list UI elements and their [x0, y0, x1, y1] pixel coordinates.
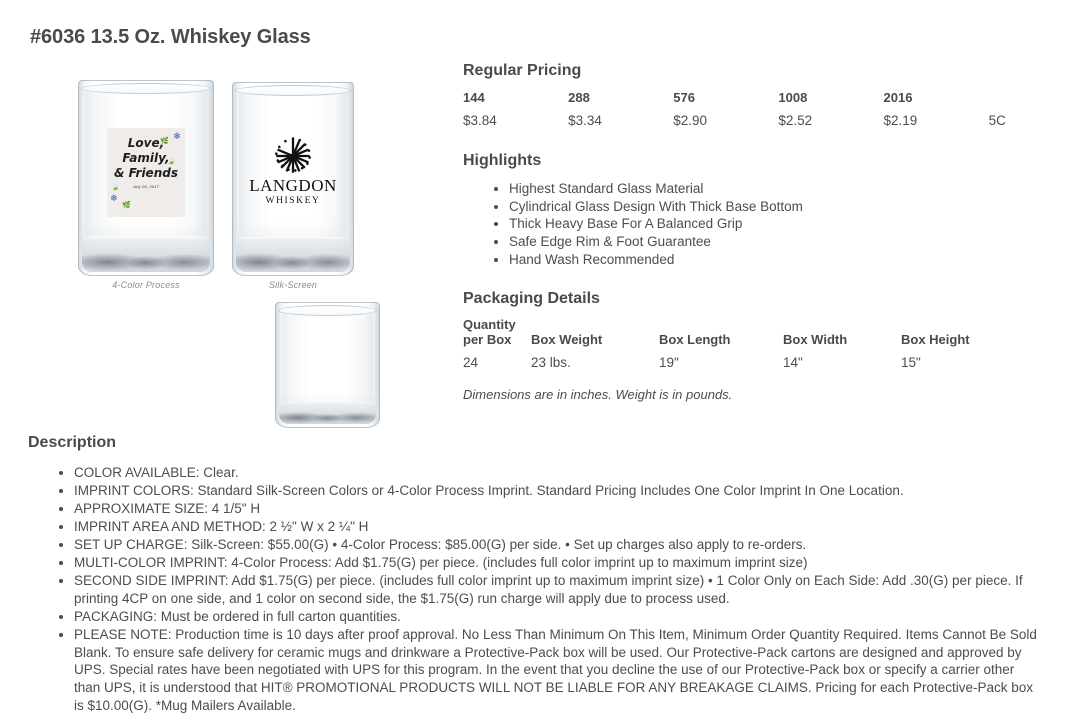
- pricing-qty-2016: 2016: [883, 90, 913, 105]
- pricing-price-1008: $2.52: [778, 113, 813, 128]
- pricing-price-288: $3.34: [568, 113, 602, 128]
- pricing-qty-576: 576: [673, 90, 695, 105]
- imprint-line-1: Love,: [127, 135, 165, 150]
- brand-name: LANGDON: [249, 175, 337, 195]
- image-caption: 4-Color Process: [112, 280, 180, 290]
- imprint-artwork-4c: ❄ 🌿 🍃 ❄ 🌿 🍃 Love, Family, & Friends July…: [107, 127, 185, 217]
- pricing-price-2016: $2.19: [883, 113, 918, 128]
- pricing-price-row: $3.84 $3.34 $2.90 $2.52 $2.19 5C: [463, 113, 1053, 128]
- whiskey-glass-graphic: LANGDON WHISKEY: [232, 82, 354, 276]
- product-image-4-color-process[interactable]: ❄ 🌿 🍃 ❄ 🌿 🍃 Love, Family, & Friends July…: [78, 80, 214, 290]
- image-caption: Silk-Screen: [268, 280, 318, 290]
- packaging-col-box-weight: Box Weight: [531, 332, 603, 348]
- pricing-qty-288: 288: [568, 90, 590, 105]
- packaging-note: Dimensions are in inches. Weight is in p…: [463, 387, 733, 403]
- list-item: MULTI-COLOR IMPRINT: 4-Color Process: Ad…: [74, 554, 1038, 572]
- glass-highlight: [282, 313, 373, 403]
- flower-icon: ❄: [173, 130, 181, 141]
- table-row: 24 23 lbs. 19" 14" 15": [463, 355, 1053, 370]
- list-item: APPROXIMATE SIZE: 4 1/5" H: [74, 500, 1038, 518]
- pricing-price-576: $2.90: [673, 113, 708, 128]
- sunburst-medallion-icon: [274, 136, 312, 173]
- flower-icon: ❄: [110, 192, 118, 203]
- product-image-silk-screen[interactable]: LANGDON WHISKEY Silk-Screen: [232, 82, 354, 292]
- product-image-blank[interactable]: [275, 302, 380, 432]
- pricing-code-header: [989, 90, 1053, 113]
- pricing-heading: Regular Pricing: [463, 62, 582, 79]
- imprint-date: July 20, 2017: [132, 183, 160, 189]
- list-item: Safe Edge Rim & Foot Guarantee: [509, 233, 1053, 251]
- packaging-col-quantity-per-box: Quantity per Box: [463, 317, 531, 355]
- brand-subtitle: WHISKEY: [265, 195, 321, 206]
- packaging-col-quantity-line2: per Box: [463, 332, 512, 348]
- list-item: Hand Wash Recommended: [509, 251, 1053, 269]
- highlights-heading: Highlights: [463, 152, 542, 169]
- whiskey-glass-graphic: [275, 302, 380, 428]
- pricing-price-144: $3.84: [463, 113, 497, 128]
- packaging-col-box-width: Box Width: [783, 332, 848, 348]
- description-list: COLOR AVAILABLE: Clear. IMPRINT COLORS: …: [28, 464, 1038, 715]
- list-item: IMPRINT AREA AND METHOD: 2 ½" W x 2 ¼" H: [74, 518, 1038, 536]
- product-image-gallery: ❄ 🌿 🍃 ❄ 🌿 🍃 Love, Family, & Friends July…: [20, 68, 450, 438]
- packaging-value-quantity-per-box: 24: [463, 355, 479, 371]
- imprint-line-2: Family,: [122, 150, 170, 165]
- list-item: COLOR AVAILABLE: Clear.: [74, 464, 1038, 482]
- packaging-value-box-length: 19": [659, 355, 679, 371]
- list-item: Cylindrical Glass Design With Thick Base…: [509, 198, 1053, 216]
- leaf-icon: 🍃: [167, 157, 176, 165]
- leaf-icon: 🌿: [160, 137, 169, 145]
- description-section: Description COLOR AVAILABLE: Clear. IMPR…: [28, 434, 1038, 715]
- packaging-value-box-weight: 23 lbs.: [531, 355, 571, 371]
- packaging-col-quantity-line1: Quantity: [463, 317, 516, 333]
- packaging-col-box-height: Box Height: [901, 332, 970, 348]
- list-item: Thick Heavy Base For A Balanced Grip: [509, 215, 1053, 233]
- imprint-artwork-silk: LANGDON WHISKEY: [233, 136, 353, 206]
- pricing-qty-1008: 1008: [778, 90, 808, 105]
- packaging-value-box-height: 15": [901, 355, 921, 371]
- packaging-header-row: Quantity per Box Box Weight Box Length B…: [463, 317, 1053, 355]
- packaging-value-box-width: 14": [783, 355, 803, 371]
- description-heading: Description: [28, 434, 117, 451]
- highlights-list: Highest Standard Glass Material Cylindri…: [463, 180, 1053, 268]
- pricing-qty-144: 144: [463, 90, 485, 105]
- whiskey-glass-graphic: ❄ 🌿 🍃 ❄ 🌿 🍃 Love, Family, & Friends July…: [78, 80, 214, 276]
- product-details-column: Regular Pricing 144 288 576 1008 2016 $3…: [463, 62, 1053, 402]
- pricing-quantity-row: 144 288 576 1008 2016: [463, 90, 1053, 113]
- list-item: Highest Standard Glass Material: [509, 180, 1053, 198]
- pricing-table: 144 288 576 1008 2016 $3.84 $3.34 $2.90 …: [463, 90, 1053, 128]
- packaging-table: Quantity per Box Box Weight Box Length B…: [463, 317, 1053, 370]
- list-item: PACKAGING: Must be ordered in full carto…: [74, 608, 1038, 626]
- list-item: PLEASE NOTE: Production time is 10 days …: [74, 626, 1038, 716]
- list-item: SET UP CHARGE: Silk-Screen: $55.00(G) • …: [74, 536, 1038, 554]
- imprint-line-3: & Friends: [114, 165, 178, 180]
- list-item: SECOND SIDE IMPRINT: Add $1.75(G) per pi…: [74, 572, 1038, 608]
- packaging-heading: Packaging Details: [463, 290, 600, 308]
- page-title: #6036 13.5 Oz. Whiskey Glass: [30, 26, 311, 48]
- leaf-icon: 🌿: [122, 201, 131, 209]
- pricing-code: 5C: [988, 113, 1006, 128]
- packaging-col-box-length: Box Length: [659, 332, 731, 348]
- list-item: IMPRINT COLORS: Standard Silk-Screen Col…: [74, 482, 1038, 500]
- leaf-icon: 🍃: [111, 183, 120, 191]
